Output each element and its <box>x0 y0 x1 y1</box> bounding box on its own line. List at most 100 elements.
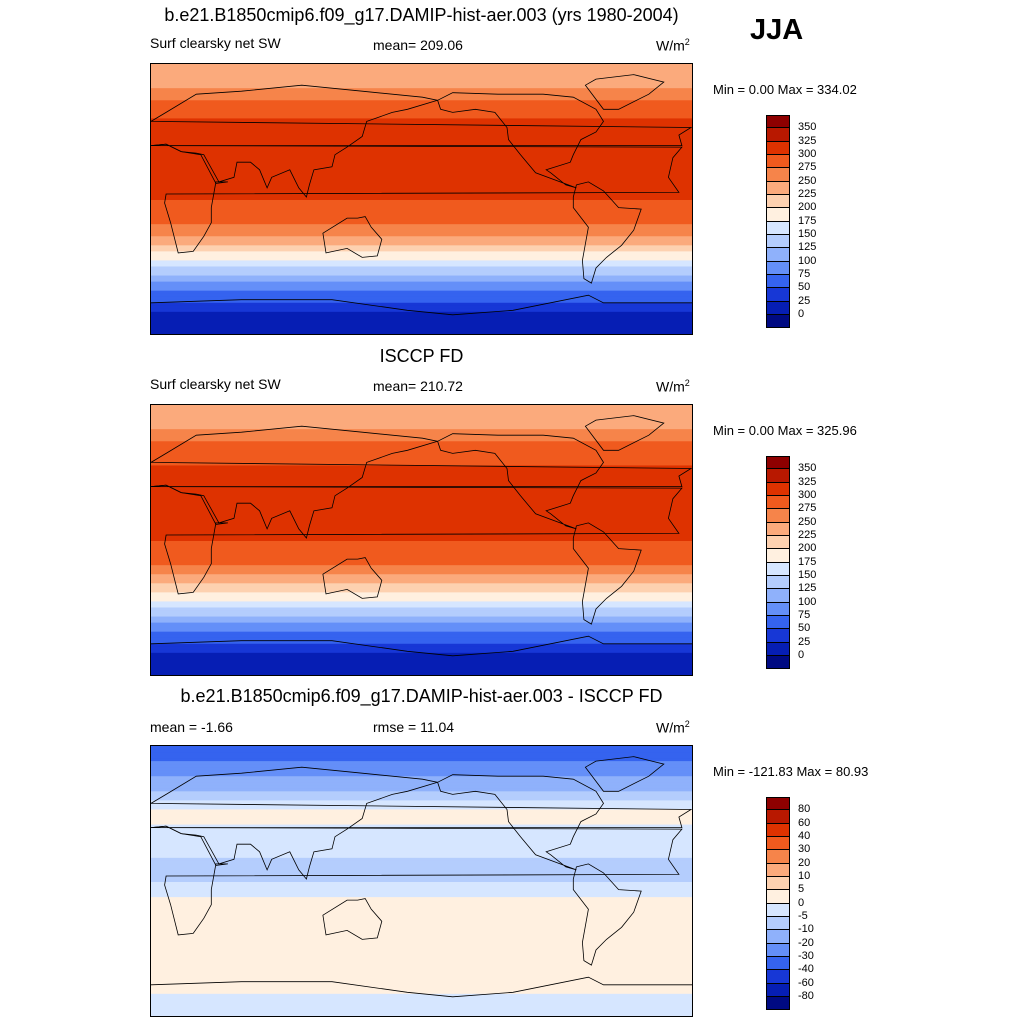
zonal-band <box>151 875 692 880</box>
zonal-band <box>151 761 692 765</box>
zonal-band <box>151 169 692 174</box>
panel-3-map-svg <box>151 746 692 1016</box>
zonal-band <box>151 776 692 780</box>
zonal-band <box>151 568 692 572</box>
colorbar-swatch <box>766 863 790 877</box>
panel-3-left-label: mean = -1.66 <box>150 719 233 735</box>
colorbar-swatch <box>766 509 790 523</box>
zonal-band <box>151 894 692 898</box>
panel-1-colorbar <box>766 115 790 329</box>
zonal-band <box>151 809 692 813</box>
panel-3-minmax: Min = -121.83 Max = 80.93 <box>713 764 869 779</box>
coastline-antarctica <box>151 635 692 657</box>
coastline <box>322 898 383 940</box>
coastline <box>151 484 683 595</box>
zonal-band <box>151 918 692 922</box>
panel-2-left-label: Surf clearsky net SW <box>150 376 281 392</box>
zonal-band <box>151 936 692 940</box>
zonal-band <box>151 221 692 225</box>
colorbar-tick-label: -20 <box>798 936 814 949</box>
zonal-band <box>151 483 692 488</box>
zonal-band <box>151 513 692 518</box>
zonal-band <box>151 559 692 563</box>
zonal-band <box>151 658 692 663</box>
zonal-band <box>151 854 692 859</box>
zonal-band <box>151 76 692 80</box>
zonal-band <box>151 948 692 953</box>
panel-2-map-svg <box>151 405 692 675</box>
zonal-band <box>151 130 692 135</box>
zonal-band <box>151 610 692 615</box>
colorbar-swatch <box>766 154 790 169</box>
zonal-band <box>151 200 692 204</box>
zonal-band <box>151 927 692 931</box>
zonal-band <box>151 486 692 491</box>
zonal-band <box>151 839 692 844</box>
coastline-antarctica <box>151 976 692 998</box>
colorbar-swatch <box>766 890 790 904</box>
colorbar-tick-label: 300 <box>798 488 817 501</box>
zonal-band <box>151 788 692 792</box>
zonal-band <box>151 184 692 189</box>
zonal-band <box>151 97 692 101</box>
zonal-band <box>151 631 692 636</box>
zonal-band <box>151 601 692 605</box>
zonal-band <box>151 489 692 494</box>
zonal-band <box>151 314 692 319</box>
zonal-band <box>151 284 692 289</box>
zonal-band <box>151 930 692 934</box>
zonal-band <box>151 872 692 877</box>
colorbar-swatch <box>766 983 790 997</box>
zonal-band <box>151 1014 692 1016</box>
zonal-band <box>151 172 692 177</box>
zonal-band <box>151 833 692 838</box>
zonal-band <box>151 106 692 110</box>
zonal-band <box>151 115 692 119</box>
coastline <box>572 522 642 625</box>
colorbar-swatch <box>766 522 790 536</box>
colorbar-tick-label: 225 <box>798 528 817 541</box>
coastline <box>572 863 642 966</box>
colorbar-tick-label: 100 <box>798 254 817 267</box>
zonal-band <box>151 501 692 506</box>
panel-2-title: ISCCP FD <box>379 346 464 366</box>
zonal-band <box>151 181 692 186</box>
zonal-band <box>151 954 692 959</box>
colorbar-tick-label: -10 <box>798 923 814 936</box>
zonal-band <box>151 311 692 316</box>
zonal-band <box>151 534 692 539</box>
zonal-band <box>151 471 692 476</box>
panel-3-map <box>150 745 693 1017</box>
colorbar-swatch <box>766 850 790 864</box>
zonal-band <box>151 136 692 141</box>
zonal-band <box>151 127 692 131</box>
colorbar-tick-label: 75 <box>798 608 811 621</box>
zonal-band <box>151 504 692 509</box>
colorbar-tick-label: 350 <box>798 121 817 134</box>
zonal-band <box>151 187 692 192</box>
zonal-band <box>151 254 692 258</box>
zonal-band <box>151 556 692 560</box>
colorbar-swatch <box>766 456 790 470</box>
zonal-band <box>151 145 692 150</box>
panel-2-map <box>150 404 693 676</box>
zonal-band <box>151 166 692 171</box>
zonal-band <box>151 821 692 826</box>
panel-2-units: W/m2 <box>656 378 690 395</box>
colorbar-swatch <box>766 181 790 195</box>
zonal-band <box>151 465 692 469</box>
zonal-band <box>151 112 692 116</box>
panel-3-title: b.e21.B1850cmip6.f09_g17.DAMIP-hist-aer.… <box>180 686 663 706</box>
zonal-band <box>151 435 692 439</box>
colorbar-swatch <box>766 482 790 496</box>
zonal-band <box>151 230 692 234</box>
zonal-band <box>151 154 692 159</box>
zonal-band <box>151 921 692 925</box>
colorbar-swatch <box>766 234 790 249</box>
zonal-band <box>151 408 692 412</box>
zonal-band <box>151 797 692 801</box>
colorbar-tick-label: 100 <box>798 595 817 608</box>
zonal-band <box>151 305 692 310</box>
zonal-band <box>151 649 692 654</box>
zonal-band <box>151 260 692 264</box>
